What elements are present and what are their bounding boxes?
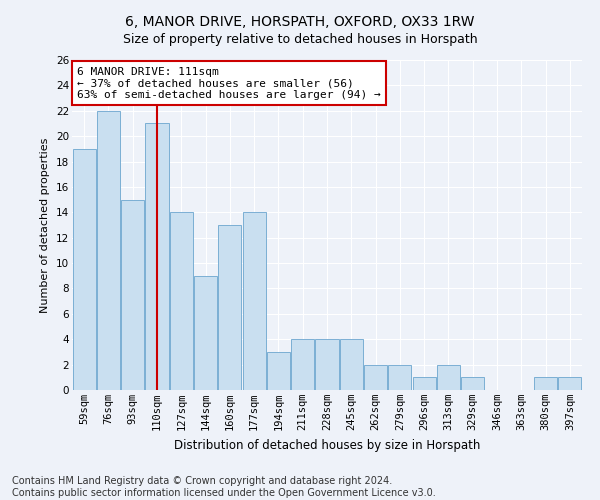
Bar: [364, 364, 387, 390]
Bar: [316, 339, 338, 390]
Bar: [340, 339, 363, 390]
Bar: [388, 364, 412, 390]
Bar: [170, 212, 193, 390]
Bar: [242, 212, 266, 390]
Bar: [97, 111, 120, 390]
X-axis label: Distribution of detached houses by size in Horspath: Distribution of detached houses by size …: [174, 438, 480, 452]
Bar: [461, 378, 484, 390]
Bar: [194, 276, 217, 390]
Text: Contains HM Land Registry data © Crown copyright and database right 2024.
Contai: Contains HM Land Registry data © Crown c…: [12, 476, 436, 498]
Y-axis label: Number of detached properties: Number of detached properties: [40, 138, 50, 312]
Bar: [437, 364, 460, 390]
Text: 6, MANOR DRIVE, HORSPATH, OXFORD, OX33 1RW: 6, MANOR DRIVE, HORSPATH, OXFORD, OX33 1…: [125, 15, 475, 29]
Bar: [121, 200, 144, 390]
Text: Size of property relative to detached houses in Horspath: Size of property relative to detached ho…: [122, 32, 478, 46]
Bar: [559, 378, 581, 390]
Text: 6 MANOR DRIVE: 111sqm
← 37% of detached houses are smaller (56)
63% of semi-deta: 6 MANOR DRIVE: 111sqm ← 37% of detached …: [77, 66, 381, 100]
Bar: [145, 124, 169, 390]
Bar: [291, 339, 314, 390]
Bar: [73, 149, 95, 390]
Bar: [413, 378, 436, 390]
Bar: [267, 352, 290, 390]
Bar: [218, 225, 241, 390]
Bar: [534, 378, 557, 390]
